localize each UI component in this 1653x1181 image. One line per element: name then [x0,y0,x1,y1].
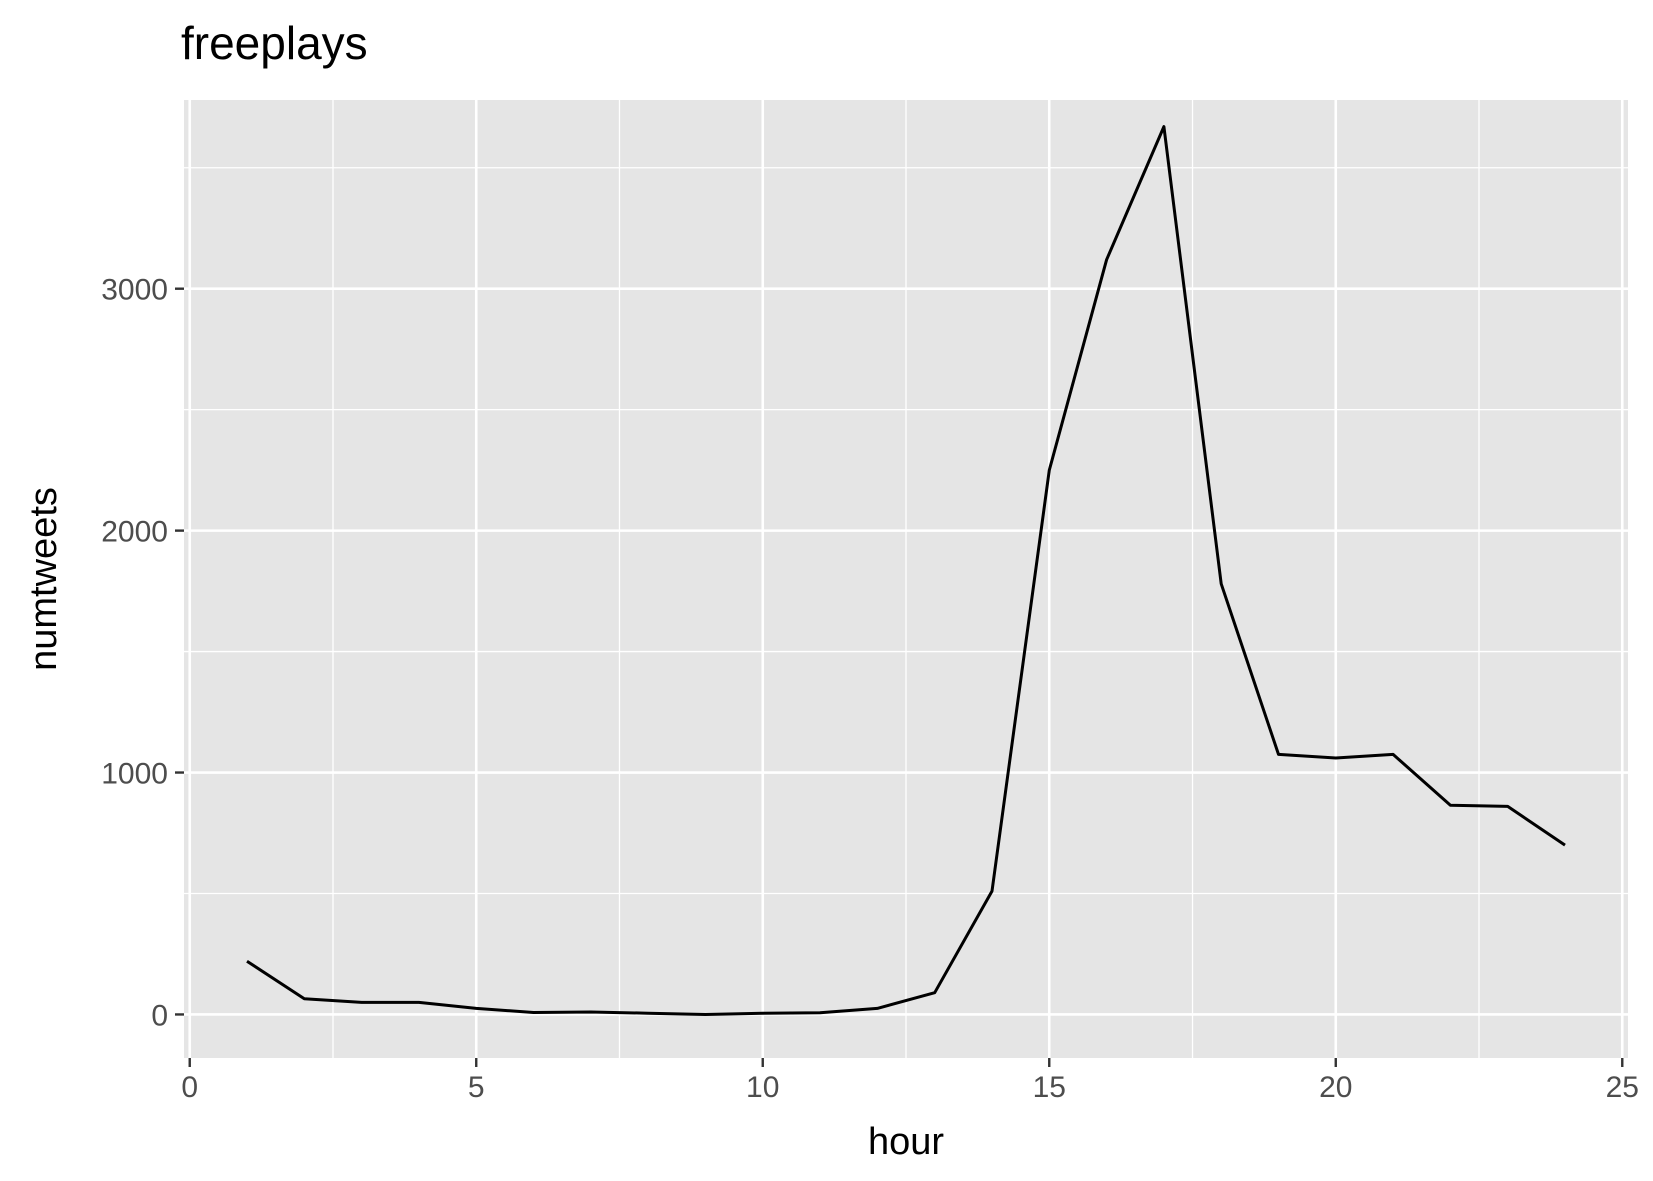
series-line [246,125,1566,1016]
y-tick-label: 2000 [101,516,168,549]
y-tick-label: 1000 [101,758,168,791]
major-gridlines [184,100,1628,1058]
x-tick-label: 20 [1319,1071,1352,1104]
y-tick-label: 0 [151,999,168,1032]
x-axis-title: hour [868,1121,944,1163]
minor-gridlines [184,100,1628,1058]
x-axis-tick-labels: 0 5 10 15 20 25 [181,1071,1639,1104]
x-tick-label: 10 [746,1071,779,1104]
axis-ticks [175,287,1624,1067]
y-axis-title: numtweets [23,487,65,671]
x-tick-label: 5 [468,1071,485,1104]
y-axis-tick-labels: 0 1000 2000 3000 [101,274,168,1033]
x-tick-label: 0 [181,1071,198,1104]
x-tick-label: 25 [1606,1071,1639,1104]
chart-title: freeplays [181,17,368,69]
y-tick-label: 3000 [101,274,168,307]
series-group [246,125,1566,1016]
x-tick-label: 15 [1033,1071,1066,1104]
